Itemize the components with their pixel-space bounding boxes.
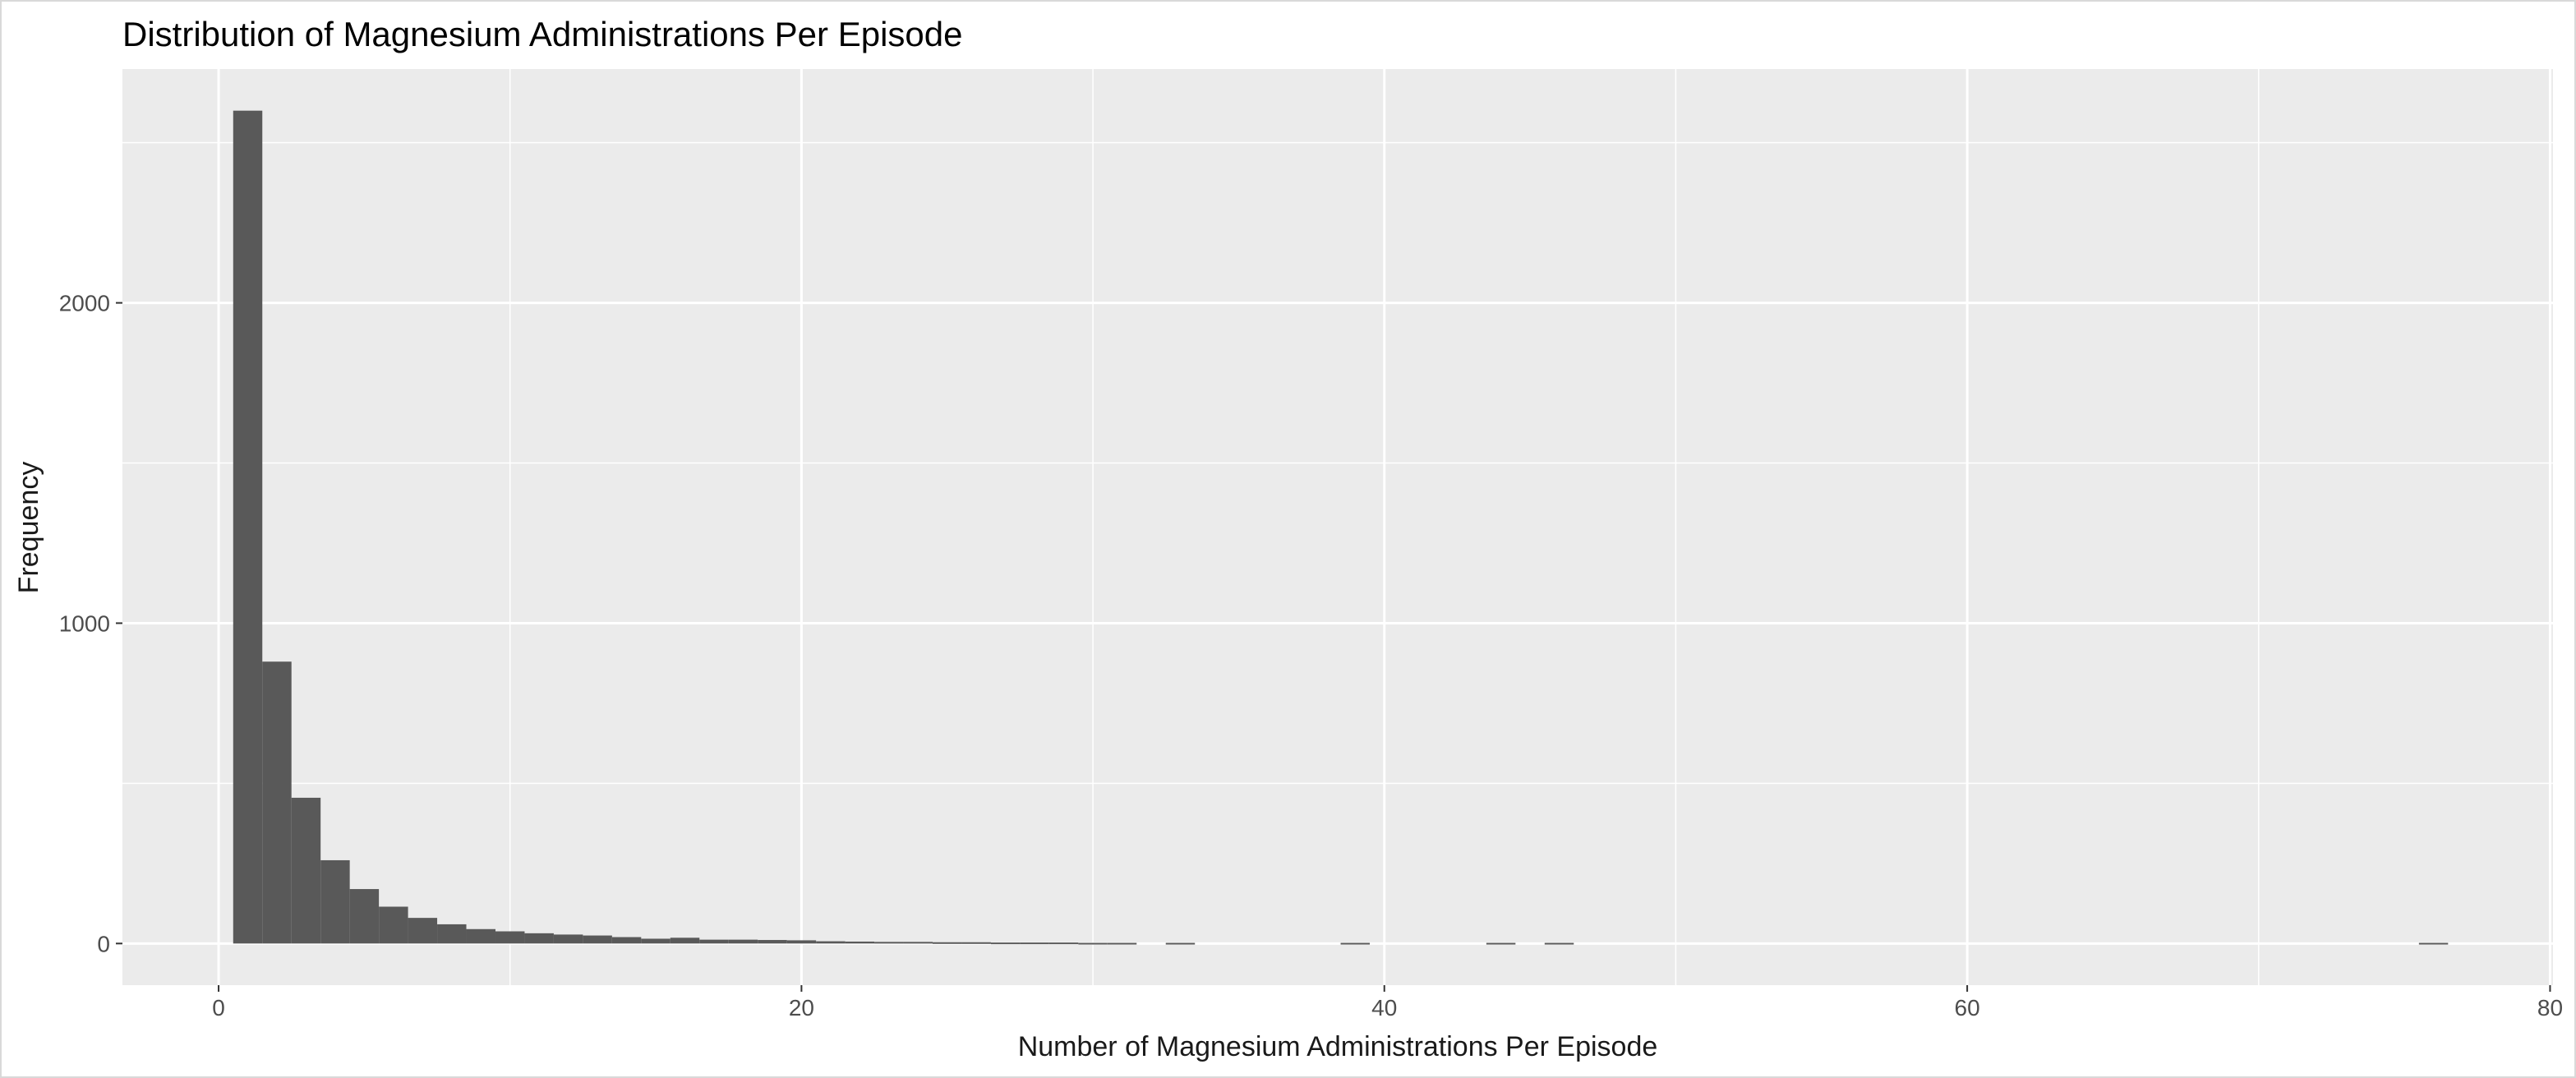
histogram-bar (291, 797, 321, 944)
histogram-bar (1544, 942, 1574, 945)
chart-title: Distribution of Magnesium Administration… (122, 15, 962, 53)
histogram-bar (845, 941, 875, 944)
histogram-bar (961, 942, 991, 944)
histogram-bar (1340, 942, 1371, 945)
histogram-bar (437, 924, 467, 944)
histogram-bar (379, 906, 408, 944)
histogram-bar (583, 935, 612, 944)
histogram-bar (320, 859, 350, 944)
histogram-bar (1048, 942, 1079, 945)
y-tick-label: 0 (97, 931, 110, 956)
histogram-bar (233, 110, 263, 944)
x-tick-label: 0 (212, 995, 225, 1020)
histogram-bar (758, 940, 787, 944)
y-tick-label: 1000 (59, 610, 110, 636)
x-tick-label: 40 (1371, 995, 1397, 1020)
histogram-bar (1078, 942, 1108, 945)
histogram-bar (262, 661, 292, 944)
minor-gridlines (122, 69, 2553, 985)
histogram-bars (233, 110, 2449, 945)
histogram-bar (990, 942, 1021, 945)
y-axis: 0 1000 2000 (59, 291, 122, 956)
histogram-bar (786, 940, 817, 944)
histogram-bar (1020, 942, 1049, 945)
histogram-bar (495, 931, 525, 944)
histogram-bar (670, 937, 700, 944)
histogram-bar (641, 938, 670, 944)
histogram-bar (408, 918, 438, 944)
histogram-bar (933, 942, 962, 944)
histogram-bar (553, 934, 583, 944)
histogram-bar (728, 939, 758, 944)
x-tick-label: 20 (789, 995, 814, 1020)
histogram-bar (1107, 942, 1137, 945)
histogram-bar (816, 941, 846, 944)
histogram-bar (2418, 942, 2449, 945)
histogram-bar (874, 942, 904, 944)
histogram-bar (1165, 942, 1196, 945)
histogram-bar (699, 939, 729, 944)
y-axis-title: Frequency (13, 462, 44, 594)
y-tick-label: 2000 (59, 291, 110, 316)
histogram-bar (349, 889, 380, 944)
major-gridlines (122, 69, 2553, 985)
plot-panel (122, 69, 2553, 985)
x-axis-title: Number of Magnesium Administrations Per … (1018, 1031, 1658, 1062)
histogram-bar (903, 942, 933, 944)
histogram-bar (524, 933, 554, 944)
histogram-bar (1486, 942, 1516, 945)
x-tick-label: 80 (2537, 995, 2563, 1020)
histogram-bar (611, 937, 642, 944)
histogram-bar (466, 928, 495, 944)
x-tick-label: 60 (1955, 995, 1980, 1020)
x-axis: 0 20 40 60 80 (212, 985, 2563, 1020)
